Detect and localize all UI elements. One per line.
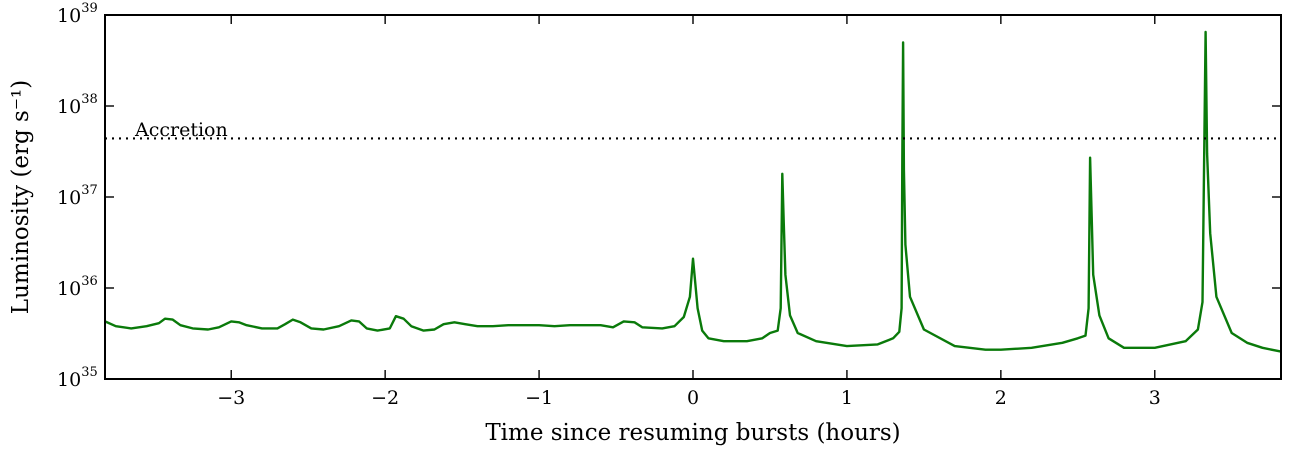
y-tick-label: 1037	[57, 183, 98, 209]
y-ticks: 1035 1036 1037 1038 1039	[57, 1, 1281, 391]
accretion-label: Accretion	[134, 119, 228, 141]
y-tick-label: 1038	[57, 92, 98, 118]
plot-frame	[104, 14, 1282, 380]
x-axis-label: Time since resuming bursts (hours)	[485, 420, 900, 446]
x-tick-label: 0	[687, 387, 699, 409]
x-ticks: −3 −2 −1 0 1 2 3	[217, 15, 1161, 409]
x-tick-label: −2	[371, 387, 399, 409]
y-tick-label: 1036	[57, 274, 98, 300]
series-line-0	[104, 30, 1282, 353]
data-layer	[104, 30, 1282, 353]
x-tick-label: 3	[1149, 387, 1161, 409]
y-axis-label: Luminosity (erg s⁻¹)	[8, 80, 34, 314]
x-tick-label: −3	[217, 387, 245, 409]
x-tick-label: −1	[525, 387, 553, 409]
y-tick-label: 1039	[57, 1, 98, 27]
x-tick-label: 2	[995, 387, 1007, 409]
x-tick-label: 1	[841, 387, 853, 409]
y-tick-label: 1035	[57, 365, 98, 391]
